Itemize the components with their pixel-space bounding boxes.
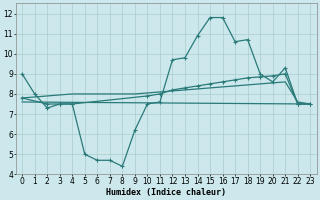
X-axis label: Humidex (Indice chaleur): Humidex (Indice chaleur) [106, 188, 226, 197]
